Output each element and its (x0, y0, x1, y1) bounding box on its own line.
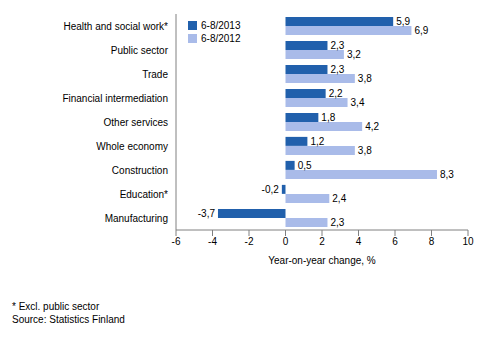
svg-text:-4: -4 (208, 236, 217, 247)
html-text:6-8/2013: 6-8/2013 (201, 20, 241, 31)
svg-text:6,9: 6,9 (414, 25, 428, 36)
svg-text:Other services: Other services (104, 117, 168, 128)
svg-text:-6: -6 (172, 236, 181, 247)
svg-text:1,2: 1,2 (310, 136, 324, 147)
svg-text:3,8: 3,8 (358, 73, 372, 84)
svg-text:4: 4 (356, 236, 362, 247)
svg-text:-3,7: -3,7 (198, 208, 216, 219)
svg-text:Whole economy: Whole economy (96, 141, 168, 152)
svg-text:Financial intermediation: Financial intermediation (62, 93, 168, 104)
svg-text:-2: -2 (245, 236, 254, 247)
svg-text:2: 2 (319, 236, 325, 247)
svg-text:2,2: 2,2 (329, 88, 343, 99)
svg-text:-0,2: -0,2 (262, 184, 280, 195)
svg-text:0,5: 0,5 (298, 160, 312, 171)
html-text:* Excl. public sector: * Excl. public sector (12, 301, 100, 312)
svg-text:Education*: Education* (120, 189, 168, 200)
svg-text:3,4: 3,4 (351, 97, 365, 108)
svg-text:Public sector: Public sector (111, 45, 169, 56)
svg-text:2,4: 2,4 (332, 193, 346, 204)
svg-text:8,3: 8,3 (440, 169, 454, 180)
svg-text:2,3: 2,3 (330, 40, 344, 51)
svg-text:Health and social work*: Health and social work* (64, 21, 169, 32)
svg-text:8: 8 (429, 236, 435, 247)
html-text:6-8/2012: 6-8/2012 (201, 33, 241, 44)
html-text:Source: Statistics Finland: Source: Statistics Finland (12, 314, 125, 325)
svg-text:2,3: 2,3 (330, 217, 344, 228)
svg-text:Construction: Construction (112, 165, 168, 176)
svg-text:0: 0 (283, 236, 289, 247)
svg-text:Year-on-year change, %: Year-on-year change, % (268, 255, 376, 266)
svg-text:4,2: 4,2 (365, 121, 379, 132)
svg-text:2,3: 2,3 (330, 64, 344, 75)
svg-text:Manufacturing: Manufacturing (105, 213, 168, 224)
svg-text:10: 10 (462, 236, 474, 247)
svg-text:1,8: 1,8 (321, 112, 335, 123)
svg-text:5,9: 5,9 (396, 16, 410, 27)
svg-text:3,2: 3,2 (347, 49, 361, 60)
svg-text:3,8: 3,8 (358, 145, 372, 156)
svg-text:Trade: Trade (142, 69, 168, 80)
svg-text:6: 6 (392, 236, 398, 247)
